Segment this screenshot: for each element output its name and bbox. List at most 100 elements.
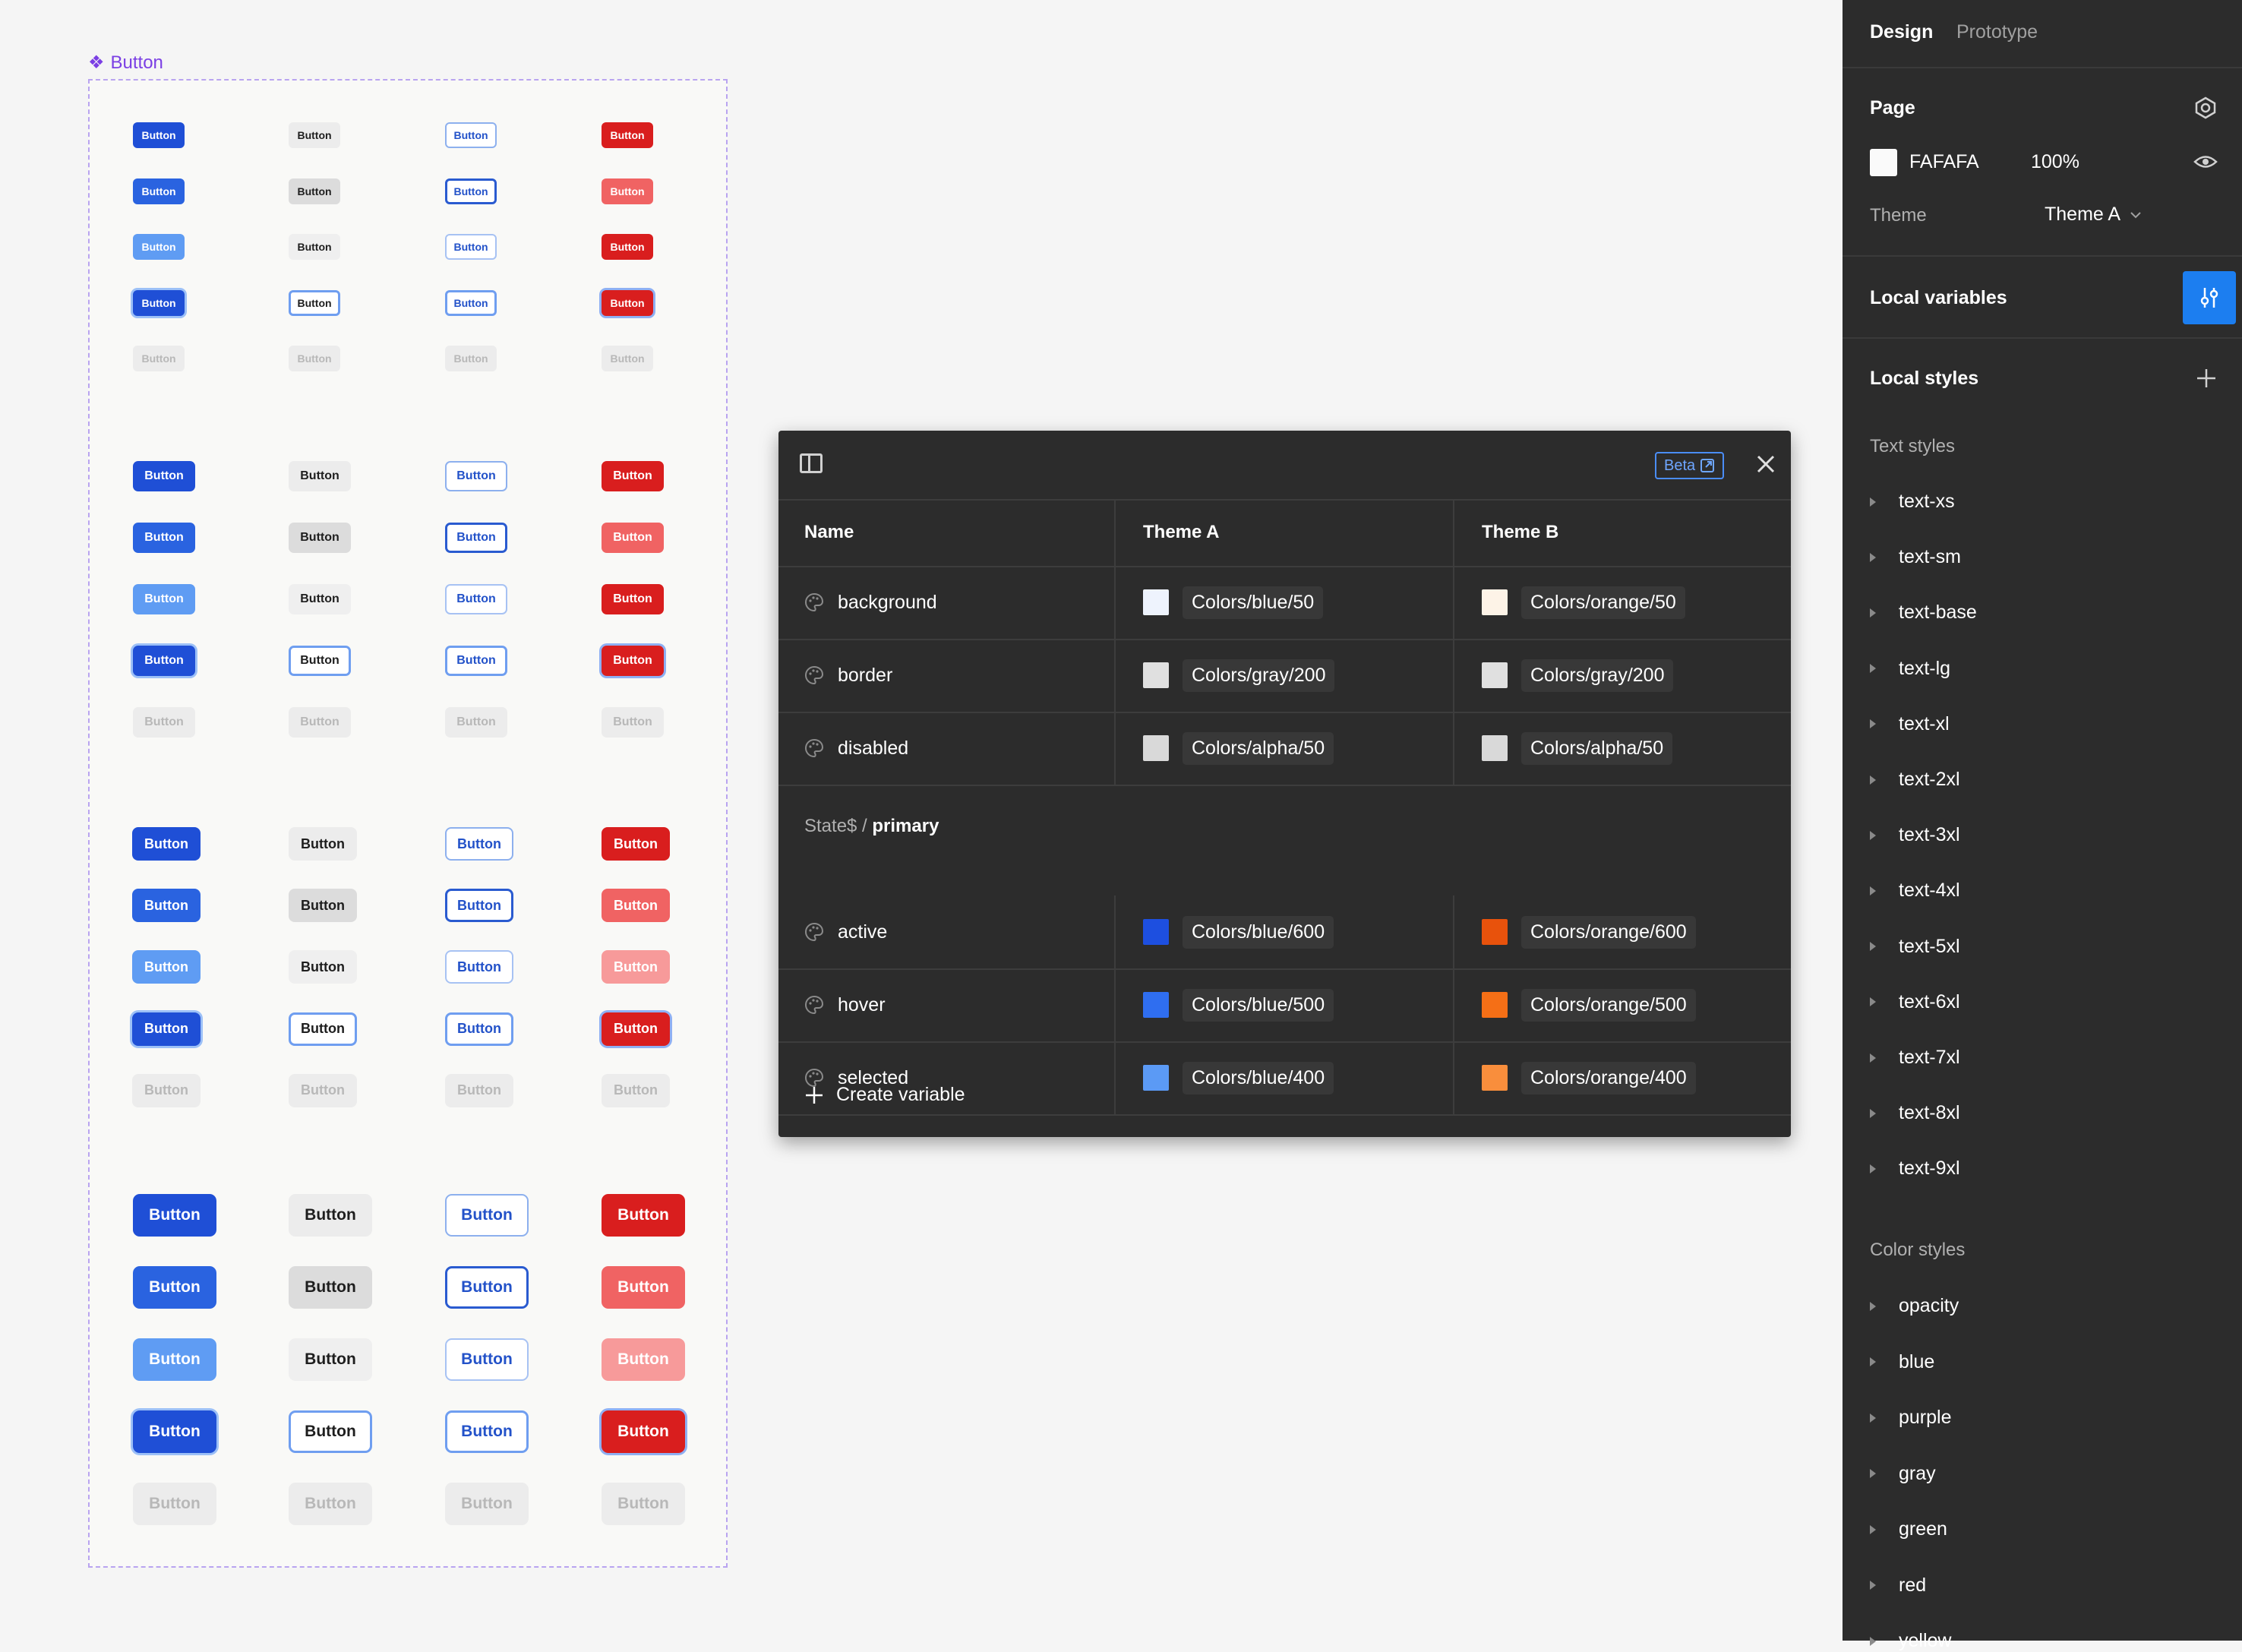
sample-button[interactable]: Button	[445, 1483, 529, 1525]
style-group-item[interactable]: purple	[1870, 1407, 1952, 1429]
style-group-item[interactable]: text-sm	[1870, 546, 1961, 568]
sample-button[interactable]: Button	[602, 950, 670, 984]
sample-button[interactable]: Button	[132, 827, 201, 861]
sample-button[interactable]: Button	[133, 461, 195, 491]
sample-button[interactable]: Button	[289, 1073, 357, 1107]
sample-button[interactable]: Button	[445, 289, 497, 316]
sample-button[interactable]: Button	[133, 1410, 216, 1453]
theme-a-value-cell[interactable]: Colors/blue/500	[1116, 968, 1454, 1041]
color-swatch[interactable]	[1143, 735, 1169, 761]
theme-b-value-cell[interactable]: Colors/orange/400	[1454, 1041, 1791, 1114]
sample-button[interactable]: Button	[133, 1266, 216, 1309]
sidebar-toggle-icon[interactable]	[800, 453, 823, 473]
theme-b-value-cell[interactable]: Colors/alpha/50	[1454, 712, 1791, 785]
color-swatch[interactable]	[1482, 919, 1508, 945]
variable-row[interactable]: border Colors/gray/200 Colors/gray/200	[778, 639, 1791, 713]
close-icon[interactable]	[1755, 453, 1776, 475]
theme-a-value-cell[interactable]: Colors/blue/400	[1116, 1041, 1454, 1114]
sample-button[interactable]: Button	[289, 461, 351, 491]
variable-row[interactable]: selected Colors/blue/400 Colors/orange/400	[778, 1041, 1791, 1116]
color-alias-chip[interactable]: Colors/orange/500	[1521, 988, 1696, 1022]
frame-label[interactable]: ❖ Button	[88, 52, 163, 74]
sample-button[interactable]: Button	[602, 289, 653, 316]
color-alias-chip[interactable]: Colors/orange/400	[1521, 1061, 1696, 1094]
sample-button[interactable]: Button	[445, 1338, 529, 1381]
sample-button[interactable]: Button	[445, 707, 507, 738]
sample-button[interactable]: Button	[289, 889, 357, 923]
style-group-item[interactable]: text-8xl	[1870, 1102, 1960, 1124]
sample-button[interactable]: Button	[445, 1012, 513, 1046]
theme-a-value-cell[interactable]: Colors/blue/50	[1116, 566, 1454, 639]
sample-button[interactable]: Button	[602, 889, 670, 923]
sample-button[interactable]: Button	[133, 1483, 216, 1525]
style-group-item[interactable]: text-base	[1870, 602, 1977, 624]
sample-button[interactable]: Button	[602, 234, 653, 260]
sample-button[interactable]: Button	[445, 827, 513, 861]
color-swatch[interactable]	[1143, 919, 1169, 945]
style-group-item[interactable]: text-9xl	[1870, 1158, 1960, 1180]
sample-button[interactable]: Button	[602, 707, 664, 738]
sample-button[interactable]: Button	[602, 1073, 670, 1107]
color-alias-chip[interactable]: Colors/gray/200	[1521, 659, 1674, 692]
caret-right-icon[interactable]	[1870, 775, 1876, 785]
sample-button[interactable]: Button	[289, 1483, 372, 1525]
theme-b-value-cell[interactable]: Colors/orange/600	[1454, 895, 1791, 968]
sample-button[interactable]: Button	[133, 234, 185, 260]
color-swatch[interactable]	[1482, 992, 1508, 1018]
styles-icon[interactable]	[2193, 96, 2218, 120]
caret-right-icon[interactable]	[1870, 497, 1876, 507]
variable-name-cell[interactable]: disabled	[778, 712, 1116, 785]
style-group-item[interactable]: text-6xl	[1870, 991, 1960, 1013]
page-opacity[interactable]: 100%	[2031, 151, 2079, 172]
sample-button[interactable]: Button	[133, 584, 195, 614]
variable-name-cell[interactable]: background	[778, 566, 1116, 639]
sample-button[interactable]: Button	[289, 827, 357, 861]
theme-a-value-cell[interactable]: Colors/alpha/50	[1116, 712, 1454, 785]
style-group-item[interactable]: text-7xl	[1870, 1047, 1960, 1069]
caret-right-icon[interactable]	[1870, 1164, 1876, 1173]
color-alias-chip[interactable]: Colors/blue/400	[1183, 1061, 1334, 1094]
style-group-item[interactable]: red	[1870, 1575, 1926, 1597]
color-alias-chip[interactable]: Colors/blue/50	[1183, 586, 1324, 619]
sample-button[interactable]: Button	[445, 234, 497, 260]
color-alias-chip[interactable]: Colors/blue/600	[1183, 915, 1334, 949]
sample-button[interactable]: Button	[445, 1266, 529, 1309]
caret-right-icon[interactable]	[1870, 886, 1876, 895]
caret-right-icon[interactable]	[1870, 1357, 1876, 1366]
color-alias-chip[interactable]: Colors/orange/600	[1521, 915, 1696, 949]
sample-button[interactable]: Button	[289, 584, 351, 614]
color-swatch[interactable]	[1143, 662, 1169, 688]
tab-design[interactable]: Design	[1870, 21, 1934, 43]
sample-button[interactable]: Button	[602, 122, 653, 148]
color-swatch[interactable]	[1482, 1065, 1508, 1091]
sample-button[interactable]: Button	[289, 646, 351, 676]
variable-name[interactable]: hover	[838, 993, 886, 1016]
sample-button[interactable]: Button	[289, 523, 351, 553]
theme-select[interactable]: Theme A	[2045, 204, 2142, 226]
variable-row[interactable]: hover Colors/blue/500 Colors/orange/500	[778, 968, 1791, 1043]
sample-button[interactable]: Button	[602, 1266, 685, 1309]
sample-button[interactable]: Button	[602, 646, 664, 676]
button-frame[interactable]	[88, 79, 728, 1568]
color-swatch[interactable]	[1482, 735, 1508, 761]
create-variable-button[interactable]: Create variable	[804, 1084, 965, 1106]
eye-icon[interactable]	[2193, 152, 2218, 172]
theme-a-value-cell[interactable]: Colors/gray/200	[1116, 639, 1454, 712]
theme-b-value-cell[interactable]: Colors/orange/50	[1454, 566, 1791, 639]
sample-button[interactable]: Button	[133, 346, 185, 371]
caret-right-icon[interactable]	[1870, 719, 1876, 729]
caret-right-icon[interactable]	[1870, 1301, 1876, 1311]
variable-name[interactable]: background	[838, 591, 937, 613]
style-group-item[interactable]: text-3xl	[1870, 824, 1960, 846]
column-header-theme-b[interactable]: Theme B	[1482, 522, 1559, 542]
sample-button[interactable]: Button	[445, 950, 513, 984]
sample-button[interactable]: Button	[289, 1338, 372, 1381]
style-group-item[interactable]: blue	[1870, 1351, 1934, 1373]
sample-button[interactable]: Button	[289, 178, 340, 204]
sample-button[interactable]: Button	[289, 707, 351, 738]
caret-right-icon[interactable]	[1870, 997, 1876, 1007]
sample-button[interactable]: Button	[602, 1012, 670, 1046]
style-group-item[interactable]: yellow	[1870, 1630, 1951, 1652]
sample-button[interactable]: Button	[289, 1410, 372, 1453]
caret-right-icon[interactable]	[1870, 1413, 1876, 1423]
